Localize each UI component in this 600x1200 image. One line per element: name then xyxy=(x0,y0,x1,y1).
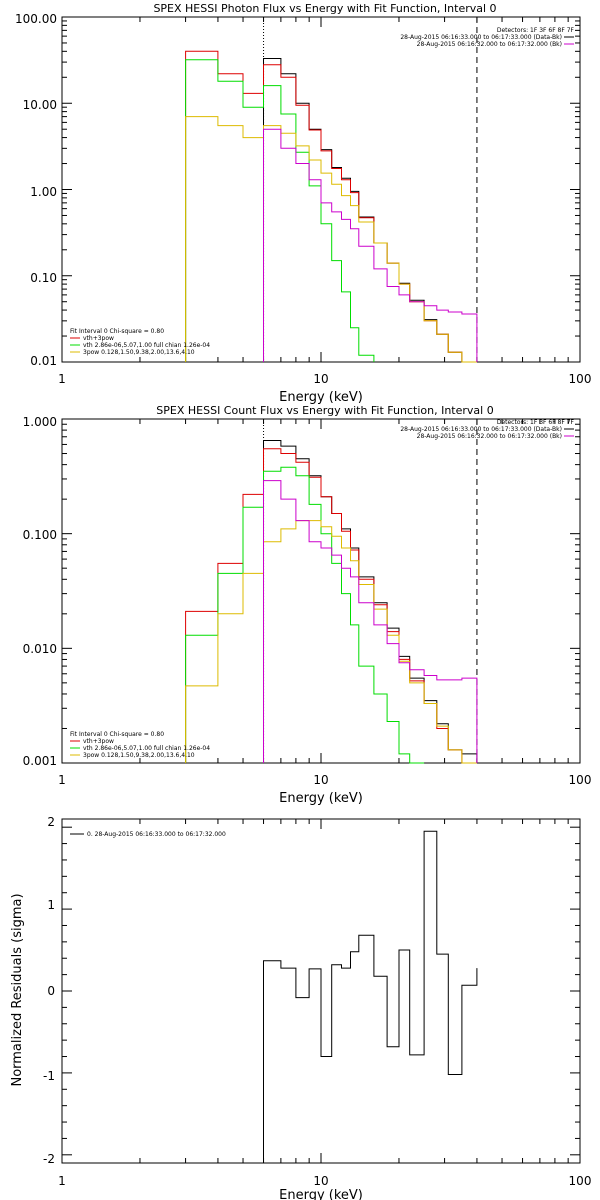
panel2-series-0 xyxy=(263,440,478,763)
panel2-legend-bk: 28-Aug-2015 06:16:32.000 to 06:17:32.000… xyxy=(417,433,562,440)
panel2-series-2 xyxy=(185,466,425,764)
panel1-title: SPEX HESSI Photon Flux vs Energy with Fi… xyxy=(153,2,496,15)
panel3-xtick-10: 10 xyxy=(313,1174,328,1188)
panel1-legend-3pow: 3pow 0.128,1.50,9.38,2.00,13.6,4.10 xyxy=(83,349,195,356)
panel2-plot-frame xyxy=(61,418,581,764)
panel2-ytick-0.1: 0.100 xyxy=(23,528,57,542)
panel2-data-layer xyxy=(61,418,581,764)
panel1-legend-vth: vth 2.86e-06,5.07,1.00 full chian 1.26e-… xyxy=(83,342,210,349)
panel2-series-4 xyxy=(263,480,478,763)
panel3-xtick-1: 1 xyxy=(58,1174,66,1188)
panel1-series-4 xyxy=(263,128,478,362)
panel1-ytick-0.1: 0.10 xyxy=(30,271,57,285)
panel2-title: SPEX HESSI Count Flux vs Energy with Fit… xyxy=(156,404,493,417)
panel3-ytick-1: 1 xyxy=(47,898,55,912)
panel2-legend-vth: vth 2.86e-06,5.07,1.00 full chian 1.26e-… xyxy=(83,745,210,752)
panel1-xlabel: Energy (keV) xyxy=(279,390,363,405)
panel1-ytick-0.01: 0.01 xyxy=(30,354,57,368)
panel3-xtick-100: 100 xyxy=(569,1174,592,1188)
panel1-legend-fitinfo: Fit Interval 0 Chi-square = 0.80 xyxy=(70,328,164,335)
panel1-series-2 xyxy=(185,59,375,362)
panel1-legend-databk: 28-Aug-2015 06:16:33.000 to 06:17:33.000… xyxy=(400,34,562,41)
panel3-legend-interval: 0. 28-Aug-2015 06:16:33.000 to 06:17:32.… xyxy=(87,831,226,838)
panel1-ytick-10: 10.00 xyxy=(23,98,57,112)
panel3-xlabel: Energy (keV) xyxy=(279,1188,363,1200)
panel2-series-1 xyxy=(185,448,477,764)
panel3-data-layer xyxy=(61,818,581,1164)
panel2-legend-3pow: 3pow 0.128,1.50,9.38,2.00,13.6,4.10 xyxy=(83,752,195,759)
panel2-ytick-0.001: 0.001 xyxy=(23,754,57,768)
panel1-xtick-100: 100 xyxy=(569,372,592,386)
panel2-xtick-100: 100 xyxy=(569,773,592,787)
panel2-legend-vth3pow: vth+3pow xyxy=(83,738,114,745)
panel1-legend-bk: 28-Aug-2015 06:16:32.000 to 06:17:32.000… xyxy=(417,41,562,48)
panel2-xlabel: Energy (keV) xyxy=(279,791,363,806)
panel1-legend-detectors: Detectors: 1F 3F 6F 8F 7F xyxy=(497,27,575,34)
panel1-xtick-10: 10 xyxy=(313,372,328,386)
panel3-ytick-2: 2 xyxy=(47,815,55,829)
panel3-ytick-minus2: -2 xyxy=(43,1152,55,1166)
panel2-legend-detectors: Detectors: 1F 3F 6F 8F 7F xyxy=(497,419,575,426)
panel1-legend-vth3pow: vth+3pow xyxy=(83,335,114,342)
panel3-series-0 xyxy=(263,830,478,1163)
panel1-ytick-100: 100.00 xyxy=(15,12,57,26)
panel2-legend-databk: 28-Aug-2015 06:16:33.000 to 06:17:33.000… xyxy=(400,426,562,433)
panel3-ylabel: Normalized Residuals (sigma) xyxy=(10,893,25,1086)
panel3-ytick-0: 0 xyxy=(47,984,55,998)
panel1-ytick-1: 1.00 xyxy=(30,185,57,199)
panel2-ytick-1: 1.000 xyxy=(23,415,57,429)
panel1-data-layer xyxy=(61,16,581,363)
panel2-ytick-0.01: 0.010 xyxy=(23,642,57,656)
panel2-xtick-10: 10 xyxy=(313,773,328,787)
panel3-ytick-minus1: -1 xyxy=(43,1069,55,1083)
panel2-legend-fitinfo: Fit Interval 0 Chi-square = 0.80 xyxy=(70,731,164,738)
panel2-xtick-1: 1 xyxy=(58,773,66,787)
panel1-xtick-1: 1 xyxy=(58,372,66,386)
